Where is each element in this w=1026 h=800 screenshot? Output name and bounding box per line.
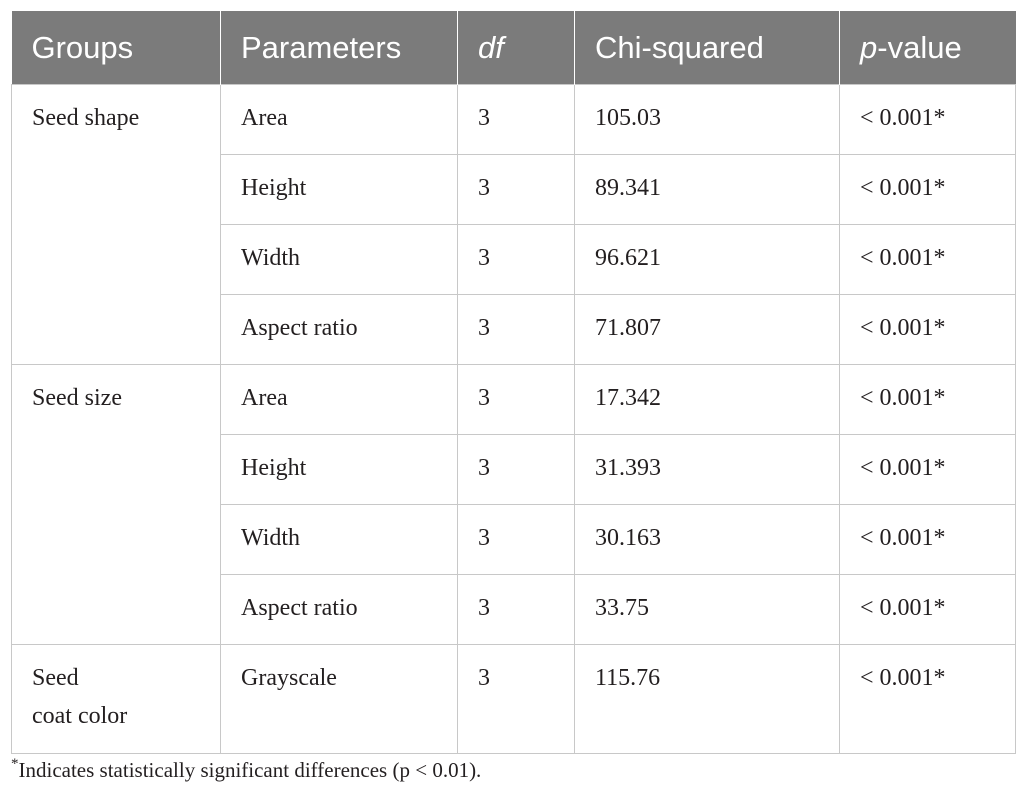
table-row: Seed shape Area 3 105.03 < 0.001* — [11, 84, 1016, 365]
header-parameters: Parameters — [220, 11, 458, 85]
group-cell-seed-coat-color: Seed coat color — [11, 644, 221, 754]
p-value-cell: < 0.001* — [839, 504, 1016, 575]
df-cell: 3 — [457, 154, 575, 225]
p-value-cell: < 0.001* — [839, 644, 1016, 754]
table-row: Height 3 31.393 < 0.001* — [12, 434, 1016, 505]
chi-squared-cell: 89.341 — [574, 154, 840, 225]
header-df: df — [457, 11, 575, 85]
table-body: Seed shape Area 3 105.03 < 0.001* Height… — [11, 84, 1016, 754]
table-header: Groups Parameters df Chi-squared p-value — [11, 11, 1016, 85]
chi-squared-cell: 115.76 — [574, 644, 840, 754]
parameter-cell: Area — [220, 84, 458, 155]
df-cell: 3 — [457, 644, 575, 754]
chi-squared-cell: 33.75 — [574, 574, 840, 645]
footnote-text: Indicates statistically significant diff… — [18, 758, 482, 782]
df-cell: 3 — [457, 574, 575, 645]
table-row: Height 3 89.341 < 0.001* — [12, 154, 1016, 225]
parameter-cell: Width — [220, 224, 458, 295]
parameter-cell: Aspect ratio — [220, 294, 458, 365]
p-value-cell: < 0.001* — [839, 434, 1016, 505]
p-value-cell: < 0.001* — [839, 364, 1016, 435]
group-cell-seed-size: Seed size — [11, 364, 221, 645]
parameter-cell: Height — [220, 434, 458, 505]
df-cell: 3 — [457, 224, 575, 295]
results-table-container: Groups Parameters df Chi-squared p-value… — [11, 11, 1016, 754]
df-cell: 3 — [457, 504, 575, 575]
chi-squared-cell: 105.03 — [574, 84, 840, 155]
group-cell-seed-shape: Seed shape — [11, 84, 221, 365]
p-value-cell: < 0.001* — [839, 574, 1016, 645]
header-p-italic: p — [860, 29, 878, 65]
parameter-cell: Area — [220, 364, 458, 435]
df-cell: 3 — [457, 84, 575, 155]
parameter-cell: Aspect ratio — [220, 574, 458, 645]
header-row: Groups Parameters df Chi-squared p-value — [11, 11, 1016, 85]
p-value-cell: < 0.001* — [839, 84, 1016, 155]
p-value-cell: < 0.001* — [839, 294, 1016, 365]
table-row: Width 3 30.163 < 0.001* — [12, 504, 1016, 575]
group-name-line1: Seed — [32, 665, 79, 691]
parameter-cell: Height — [220, 154, 458, 225]
chi-squared-table: Groups Parameters df Chi-squared p-value… — [11, 11, 1016, 754]
table-row: Seed coat color Grayscale 3 115.76 < 0.00… — [11, 644, 1016, 754]
table-row: Width 3 96.621 < 0.001* — [12, 224, 1016, 295]
parameter-cell: Width — [220, 504, 458, 575]
p-value-cell: < 0.001* — [839, 154, 1016, 225]
header-p-rest: -value — [877, 29, 962, 65]
df-cell: 3 — [457, 294, 575, 365]
table-row: Aspect ratio 3 71.807 < 0.001* — [12, 294, 1016, 365]
chi-squared-cell: 96.621 — [574, 224, 840, 295]
header-p-value: p-value — [839, 11, 1016, 85]
table-row: Seed size Area 3 17.342 < 0.001* — [11, 364, 1016, 645]
parameter-cell: Grayscale — [220, 644, 458, 754]
df-cell: 3 — [457, 434, 575, 505]
chi-squared-cell: 17.342 — [574, 364, 840, 435]
chi-squared-cell: 71.807 — [574, 294, 840, 365]
group-name-line2: coat color — [32, 703, 128, 729]
p-value-cell: < 0.001* — [839, 224, 1016, 295]
header-df-label: df — [478, 29, 504, 65]
table-footnote: *Indicates statistically significant dif… — [11, 756, 482, 783]
chi-squared-cell: 30.163 — [574, 504, 840, 575]
header-chi-squared: Chi-squared — [574, 11, 840, 85]
header-groups: Groups — [11, 11, 221, 85]
chi-squared-cell: 31.393 — [574, 434, 840, 505]
df-cell: 3 — [457, 364, 575, 435]
footnote-marker: * — [11, 756, 19, 772]
